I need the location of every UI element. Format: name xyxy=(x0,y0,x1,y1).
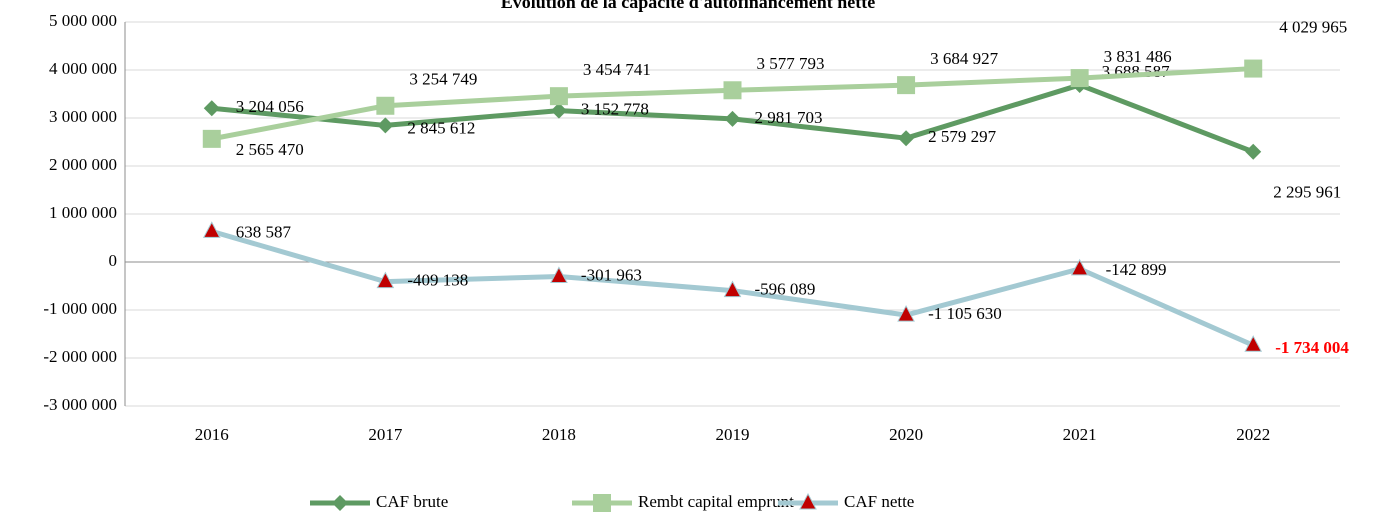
y-tick-label: 3 000 000 xyxy=(49,107,117,126)
y-tick-label: 0 xyxy=(109,251,118,270)
x-tick-label: 2019 xyxy=(716,425,750,444)
legend-label: CAF brute xyxy=(376,492,448,511)
point-marker xyxy=(898,130,915,147)
point-marker xyxy=(897,76,916,95)
data-label: -1 105 630 xyxy=(928,304,1002,323)
data-label: 3 684 927 xyxy=(930,49,999,68)
data-label: 3 831 486 xyxy=(1104,47,1172,66)
y-tick-label: -1 000 000 xyxy=(43,299,117,318)
y-tick-label: -2 000 000 xyxy=(43,347,117,366)
legend-marker xyxy=(799,492,817,510)
data-label: 2 295 961 xyxy=(1273,183,1341,202)
point-marker xyxy=(550,266,568,283)
legend-marker xyxy=(332,495,348,511)
data-label: 2 579 297 xyxy=(928,127,997,146)
data-label: -409 138 xyxy=(407,271,468,290)
data-label: 638 587 xyxy=(236,222,292,241)
x-tick-label: 2016 xyxy=(195,425,229,444)
x-tick-label: 2022 xyxy=(1236,425,1270,444)
legend-label: CAF nette xyxy=(844,492,914,511)
data-label: 2 845 612 xyxy=(407,118,475,137)
point-marker xyxy=(1070,258,1089,276)
x-tick-label: 2020 xyxy=(889,425,923,444)
x-tick-label: 2017 xyxy=(368,425,403,444)
y-tick-label: 4 000 000 xyxy=(49,59,117,78)
point-marker xyxy=(1244,335,1263,352)
point-marker xyxy=(724,110,741,127)
data-label: 2 565 470 xyxy=(236,140,304,159)
point-marker xyxy=(897,305,915,322)
chart-title: Évolution de la capacité d'autofinanceme… xyxy=(501,0,875,12)
data-label: 2 981 703 xyxy=(755,108,823,127)
point-marker xyxy=(549,87,568,106)
point-marker xyxy=(202,129,221,148)
point-marker xyxy=(376,271,395,289)
point-marker xyxy=(377,117,394,134)
data-label: 3 152 778 xyxy=(581,100,649,119)
x-tick-label: 2018 xyxy=(542,425,576,444)
point-marker xyxy=(1245,143,1262,160)
data-label: 3 254 749 xyxy=(409,70,477,89)
data-label: -142 899 xyxy=(1106,260,1167,279)
point-marker xyxy=(1070,69,1089,88)
data-label: -596 089 xyxy=(755,280,816,299)
point-marker xyxy=(202,221,221,238)
x-tick-label: 2021 xyxy=(1063,425,1097,444)
y-tick-label: 2 000 000 xyxy=(49,155,117,174)
legend-label: Rembt capital emprunt xyxy=(638,492,794,511)
point-marker xyxy=(550,102,567,119)
y-tick-label: -3 000 000 xyxy=(43,395,117,414)
legend-marker xyxy=(593,494,611,512)
y-tick-label: 1 000 000 xyxy=(49,203,117,222)
y-tick-label: 5 000 000 xyxy=(49,11,117,30)
point-marker xyxy=(203,100,220,117)
data-label: 3 204 056 xyxy=(236,97,304,116)
data-label: 4 029 965 xyxy=(1279,17,1347,36)
point-marker xyxy=(723,81,742,100)
point-marker xyxy=(1244,59,1263,78)
data-label: -1 734 004 xyxy=(1275,338,1349,357)
series-line xyxy=(211,66,1254,142)
data-label: 3 454 741 xyxy=(583,60,651,79)
data-label: -301 963 xyxy=(581,265,642,284)
point-marker xyxy=(723,280,742,298)
data-label: 3 577 793 xyxy=(757,54,825,73)
point-marker xyxy=(376,96,395,115)
